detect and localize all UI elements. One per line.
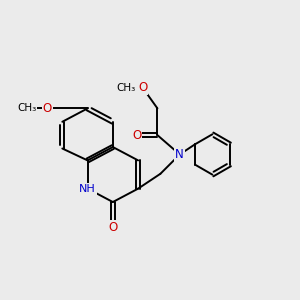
Text: CH₃: CH₃ <box>117 82 136 93</box>
Text: O: O <box>132 129 141 142</box>
Text: O: O <box>138 81 147 94</box>
Text: O: O <box>108 221 118 234</box>
Text: O: O <box>43 102 52 115</box>
Text: N: N <box>175 148 184 161</box>
Text: NH: NH <box>79 184 96 194</box>
Text: CH₃: CH₃ <box>17 103 36 113</box>
